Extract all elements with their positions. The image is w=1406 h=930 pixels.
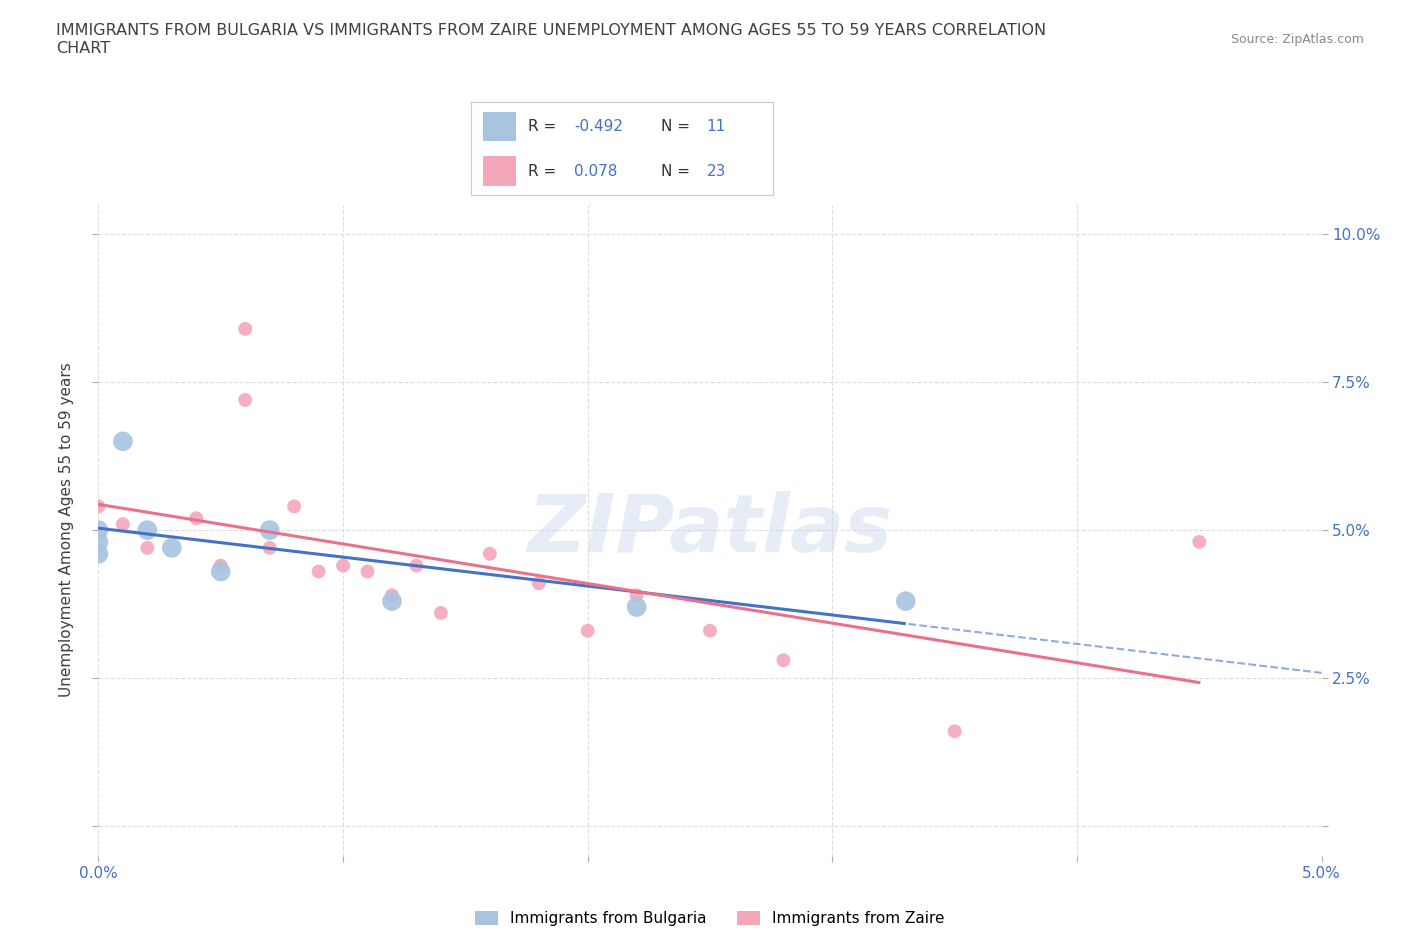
Point	[111, 434, 134, 449]
Y-axis label: Unemployment Among Ages 55 to 59 years: Unemployment Among Ages 55 to 59 years	[59, 363, 75, 698]
Point	[527, 576, 550, 591]
Point	[209, 558, 232, 573]
Legend: Immigrants from Bulgaria, Immigrants from Zaire: Immigrants from Bulgaria, Immigrants fro…	[470, 905, 950, 930]
Bar	[484, 112, 516, 141]
Point	[626, 588, 648, 603]
Point	[405, 558, 427, 573]
Point	[87, 546, 110, 561]
Point	[87, 535, 110, 550]
Point	[576, 623, 599, 638]
Text: 0.078: 0.078	[574, 164, 617, 179]
Text: N =: N =	[661, 119, 696, 134]
Point	[136, 540, 159, 555]
Point	[308, 565, 330, 579]
Point	[478, 546, 501, 561]
Point	[381, 588, 404, 603]
Point	[1188, 535, 1211, 550]
Text: Source: ZipAtlas.com: Source: ZipAtlas.com	[1230, 33, 1364, 46]
Point	[233, 322, 256, 337]
Text: -0.492: -0.492	[574, 119, 623, 134]
Point	[233, 392, 256, 407]
Text: N =: N =	[661, 164, 696, 179]
Point	[332, 558, 354, 573]
Bar	[484, 156, 516, 186]
Point	[894, 593, 917, 608]
Text: ZIPatlas: ZIPatlas	[527, 491, 893, 569]
Point	[430, 605, 453, 620]
Point	[160, 540, 183, 555]
Point	[209, 565, 232, 579]
Point	[356, 565, 378, 579]
Point	[381, 593, 404, 608]
Point	[87, 499, 110, 514]
Text: IMMIGRANTS FROM BULGARIA VS IMMIGRANTS FROM ZAIRE UNEMPLOYMENT AMONG AGES 55 TO : IMMIGRANTS FROM BULGARIA VS IMMIGRANTS F…	[56, 23, 1046, 56]
Text: 23: 23	[707, 164, 725, 179]
Point	[136, 523, 159, 538]
Point	[259, 540, 281, 555]
Point	[626, 600, 648, 615]
Point	[699, 623, 721, 638]
Point	[186, 511, 208, 525]
Point	[259, 523, 281, 538]
Text: R =: R =	[529, 119, 561, 134]
Point	[87, 523, 110, 538]
Point	[283, 499, 305, 514]
Text: 11: 11	[707, 119, 725, 134]
Point	[111, 517, 134, 532]
Point	[772, 653, 794, 668]
Point	[943, 724, 966, 738]
Text: R =: R =	[529, 164, 561, 179]
